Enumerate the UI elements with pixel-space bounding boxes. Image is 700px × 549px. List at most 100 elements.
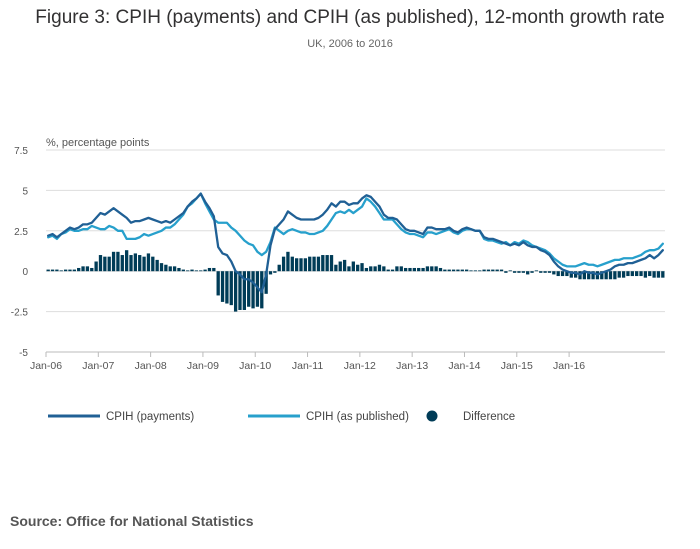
difference-bar xyxy=(412,267,417,272)
difference-bar xyxy=(181,269,185,272)
difference-bar xyxy=(286,251,290,272)
difference-bar xyxy=(552,271,556,275)
difference-bar xyxy=(512,271,517,273)
difference-bar xyxy=(604,271,608,280)
difference-bar xyxy=(587,271,591,280)
y-tick-label: 0 xyxy=(22,267,28,278)
difference-bar xyxy=(229,271,233,306)
difference-bar xyxy=(77,267,81,272)
x-tick-label: Jan-12 xyxy=(344,360,376,372)
difference-bar xyxy=(316,256,321,272)
legend-label: CPIH (payments) xyxy=(106,411,194,423)
difference-bar xyxy=(517,271,521,273)
difference-bar xyxy=(460,269,464,272)
x-tick-label: Jan-09 xyxy=(187,360,219,372)
difference-bar xyxy=(543,271,547,273)
difference-bar xyxy=(111,251,116,272)
difference-bar xyxy=(220,271,225,302)
difference-bar xyxy=(133,253,138,272)
difference-bar xyxy=(172,266,177,272)
difference-bar xyxy=(591,271,595,280)
difference-bar xyxy=(46,269,50,272)
difference-bar xyxy=(399,266,403,272)
difference-bar xyxy=(382,266,386,272)
source-note: Source: Office for National Statistics xyxy=(10,513,254,529)
difference-bar xyxy=(560,271,565,277)
difference-bar xyxy=(50,269,55,272)
difference-bar xyxy=(521,271,525,273)
difference-bar xyxy=(639,271,643,277)
difference-bar xyxy=(582,271,587,280)
difference-bar xyxy=(565,271,569,277)
difference-bar xyxy=(81,266,85,272)
difference-bar xyxy=(203,269,207,272)
cpih-payments-line xyxy=(47,192,664,294)
difference-bar xyxy=(648,271,652,277)
difference-bar xyxy=(281,256,286,272)
difference-bar xyxy=(342,259,347,272)
difference-bar xyxy=(473,270,478,272)
difference-bar xyxy=(194,270,199,272)
difference-bar xyxy=(303,258,308,272)
difference-bar xyxy=(369,266,373,272)
difference-bar xyxy=(308,256,312,272)
difference-bar xyxy=(469,270,473,272)
difference-bar xyxy=(155,259,159,272)
x-tick-label: Jan-08 xyxy=(135,360,167,372)
difference-bar xyxy=(186,270,190,272)
difference-bar xyxy=(338,261,342,272)
legend-label: Difference xyxy=(463,411,515,423)
difference-bar xyxy=(277,264,281,272)
difference-bar xyxy=(129,255,133,272)
difference-bar xyxy=(138,255,142,272)
difference-bar xyxy=(486,269,491,272)
difference-bar xyxy=(351,261,355,272)
difference-bar xyxy=(443,269,447,272)
x-tick-label: Jan-16 xyxy=(553,360,585,372)
difference-bar xyxy=(177,267,181,272)
difference-bar xyxy=(417,267,421,272)
difference-bar xyxy=(329,255,334,272)
x-tick-label: Jan-15 xyxy=(501,360,533,372)
difference-bar xyxy=(630,271,634,277)
difference-bar xyxy=(569,271,573,278)
difference-bar xyxy=(421,267,425,272)
difference-bar xyxy=(190,269,194,272)
difference-bar xyxy=(164,264,168,272)
difference-bar xyxy=(530,271,534,273)
difference-bar xyxy=(478,270,482,272)
difference-bar xyxy=(251,271,255,309)
difference-bar xyxy=(233,271,238,312)
difference-bar xyxy=(556,271,560,277)
difference-bar xyxy=(59,270,63,272)
difference-bar xyxy=(504,271,508,273)
difference-bar xyxy=(72,269,76,272)
difference-bar xyxy=(85,266,90,272)
difference-bar xyxy=(146,253,151,272)
y-tick-label: 5 xyxy=(22,186,28,197)
difference-bar xyxy=(273,271,277,273)
x-tick-label: Jan-10 xyxy=(239,360,271,372)
difference-bar xyxy=(456,269,460,272)
difference-bar xyxy=(635,271,639,277)
difference-bar xyxy=(107,256,111,272)
difference-bar xyxy=(98,255,103,272)
difference-bar xyxy=(90,267,94,272)
difference-bar xyxy=(652,271,656,278)
legend-swatch-dot xyxy=(426,410,438,422)
difference-bar xyxy=(55,269,59,272)
difference-bar xyxy=(247,271,251,307)
legend-label: CPIH (as published) xyxy=(306,411,409,423)
difference-bar xyxy=(526,271,530,275)
difference-bar xyxy=(212,267,216,272)
difference-bar xyxy=(661,271,665,278)
difference-bar xyxy=(238,271,242,310)
difference-bar xyxy=(294,258,299,272)
difference-bar xyxy=(508,270,512,272)
x-tick-label: Jan-07 xyxy=(82,360,114,372)
difference-bar xyxy=(268,271,273,275)
y-tick-label: 7.5 xyxy=(14,146,28,157)
cpih-published-line xyxy=(47,192,664,268)
difference-bar xyxy=(242,271,246,310)
